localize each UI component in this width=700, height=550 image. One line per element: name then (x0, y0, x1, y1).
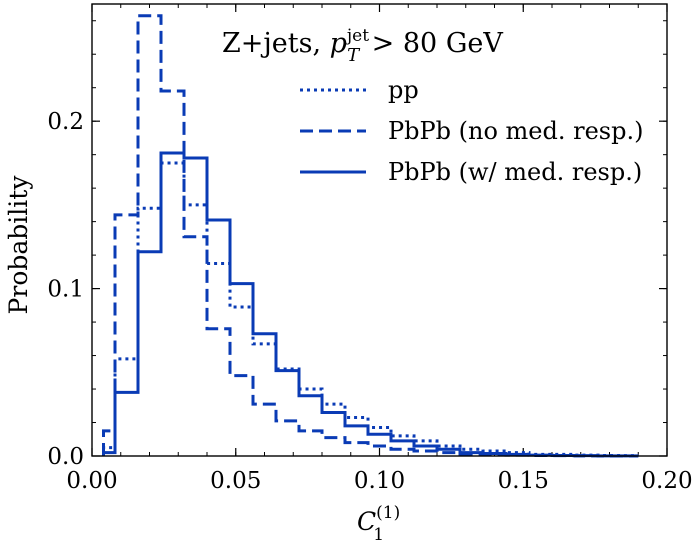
title-sub: T (347, 45, 361, 66)
legend: pp PbPb (no med. resp.) PbPb (w/ med. resp… (300, 76, 643, 186)
y-tick-label: 0.2 (47, 109, 84, 135)
title-sup: jet (345, 26, 369, 46)
legend-label: PbPb (w/ med. resp.) (388, 158, 642, 186)
series-dotted (102, 161, 639, 458)
x-tick-label: 0.10 (354, 468, 405, 494)
series-dashed (102, 14, 639, 458)
chart-title: Z+jets, pjet T > 80 GeV (222, 26, 503, 66)
legend-item: PbPb (no med. resp.) (300, 117, 643, 145)
y-axis-label: Probability (4, 175, 33, 315)
x-label-main: C (357, 507, 376, 536)
series-layer (102, 14, 639, 458)
y-tick-labels: 0.0 0.1 0.2 (47, 109, 84, 470)
legend-label: pp (388, 76, 419, 104)
histogram-line (102, 151, 639, 458)
x-label-sub: 1 (373, 525, 384, 545)
x-tick-labels: 0.00 0.05 0.10 0.15 0.20 (66, 468, 692, 494)
y-tick-label: 0.0 (47, 444, 84, 470)
plot-frame (91, 3, 668, 457)
title-suffix: > 80 GeV (363, 28, 503, 59)
series-solid (102, 151, 639, 458)
y-tick-label: 0.1 (47, 277, 84, 303)
title-prefix: Z+jets, (222, 28, 330, 59)
x-tick-label: 0.05 (210, 468, 261, 494)
legend-item: PbPb (w/ med. resp.) (300, 158, 642, 186)
histogram-line (102, 14, 639, 458)
major-ticks (91, 4, 668, 457)
title-p: p (330, 28, 347, 59)
x-tick-label: 0.20 (641, 468, 692, 494)
x-axis-label: C(1) 1 (357, 503, 400, 545)
x-tick-label: 0.15 (498, 468, 549, 494)
legend-label: PbPb (no med. resp.) (388, 117, 643, 145)
legend-item: pp (300, 76, 419, 104)
histogram-line (102, 161, 639, 458)
minor-ticks (91, 4, 668, 457)
x-label-sup: (1) (376, 503, 400, 523)
x-tick-label: 0.00 (66, 468, 117, 494)
